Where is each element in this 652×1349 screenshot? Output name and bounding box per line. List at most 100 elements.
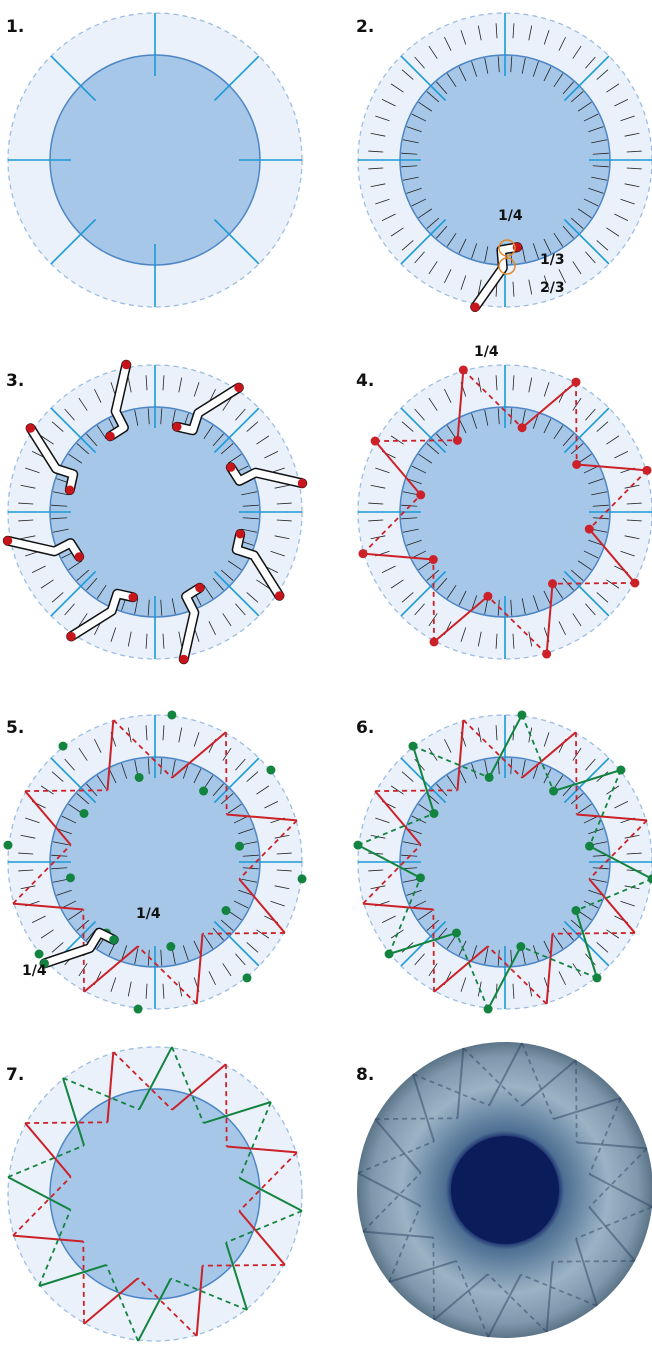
outer-tick bbox=[596, 69, 609, 80]
inner-tick bbox=[96, 775, 107, 790]
inner-tick bbox=[134, 409, 139, 426]
inner-tick bbox=[532, 61, 539, 77]
outer-tick bbox=[31, 915, 46, 923]
outer-tick bbox=[18, 852, 34, 855]
outer-tick bbox=[620, 550, 635, 557]
outer-tick bbox=[40, 579, 54, 589]
panel-label: 2. bbox=[356, 17, 374, 37]
outer-tick bbox=[460, 275, 467, 290]
suture-solid bbox=[226, 813, 298, 822]
dot bbox=[109, 935, 119, 945]
dot bbox=[297, 478, 307, 488]
outer-tick bbox=[246, 421, 259, 432]
outer-tick bbox=[381, 565, 396, 573]
outer-tick bbox=[274, 484, 290, 489]
inner-tick bbox=[471, 243, 478, 259]
radial-line bbox=[50, 407, 97, 454]
annotation: 1/3 bbox=[540, 252, 565, 268]
suture-solid bbox=[374, 1118, 422, 1174]
outer-tick bbox=[512, 281, 515, 297]
suture-solid bbox=[589, 1173, 652, 1208]
radial-line bbox=[563, 55, 610, 102]
inner-tick bbox=[588, 539, 604, 546]
suture-dashed bbox=[388, 1205, 422, 1283]
suture-solid bbox=[238, 1210, 286, 1266]
inner-circle bbox=[49, 1088, 261, 1300]
inner-tick bbox=[497, 408, 500, 425]
outer-tick bbox=[620, 198, 635, 205]
inner-tick bbox=[484, 57, 489, 74]
suture-solid bbox=[576, 1141, 648, 1150]
suture-solid bbox=[588, 878, 636, 934]
outer-tick bbox=[18, 502, 34, 505]
outer-tick bbox=[222, 613, 232, 627]
inner-tick bbox=[51, 504, 68, 507]
inner-tick bbox=[532, 595, 539, 611]
dot bbox=[226, 462, 236, 472]
outer-tick bbox=[543, 382, 550, 397]
inner-tick bbox=[583, 113, 599, 122]
outer-tick bbox=[572, 45, 582, 59]
inner-tick bbox=[61, 815, 77, 824]
radial-line bbox=[213, 55, 260, 102]
inner-tick bbox=[577, 560, 592, 571]
annotation: 1/4 bbox=[136, 906, 161, 922]
suture-dashed bbox=[170, 1277, 248, 1311]
inner-tick bbox=[220, 569, 234, 581]
dot bbox=[128, 592, 138, 602]
suture-solid bbox=[195, 933, 204, 1005]
outer-tick bbox=[270, 550, 285, 557]
outer-tick bbox=[543, 275, 550, 290]
suture-solid bbox=[374, 440, 422, 496]
dot bbox=[630, 578, 640, 588]
inner-tick bbox=[76, 569, 90, 581]
suture-solid bbox=[225, 1242, 248, 1311]
outer-tick bbox=[20, 484, 36, 489]
radial-line bbox=[213, 920, 260, 967]
inner-tick bbox=[446, 584, 457, 599]
suture-solid bbox=[362, 902, 434, 911]
outer-tick bbox=[414, 56, 425, 69]
outer-tick bbox=[512, 983, 515, 999]
inner-tick bbox=[418, 208, 433, 219]
outer-tick bbox=[512, 633, 515, 649]
inner-tick bbox=[402, 878, 419, 883]
inner-tick bbox=[147, 408, 150, 425]
inner-tick bbox=[446, 775, 457, 790]
inner-tick bbox=[406, 539, 422, 546]
outer-tick bbox=[18, 869, 34, 872]
inner-tick bbox=[242, 504, 259, 507]
dot bbox=[484, 772, 494, 782]
inner-tick bbox=[193, 940, 202, 956]
outer-tick bbox=[222, 963, 232, 977]
outer-tick bbox=[596, 942, 609, 953]
outer-tick bbox=[40, 929, 54, 939]
inner-tick bbox=[418, 453, 433, 464]
inner-tick bbox=[171, 409, 176, 426]
dot bbox=[452, 435, 462, 445]
suture-dashed bbox=[552, 582, 635, 585]
dot bbox=[616, 765, 626, 775]
dot bbox=[274, 591, 284, 601]
inner-tick bbox=[52, 841, 69, 846]
inner-tick bbox=[203, 425, 214, 440]
radial-line bbox=[563, 407, 610, 454]
outer-tick bbox=[94, 738, 102, 753]
dot bbox=[235, 529, 245, 539]
radial-line bbox=[400, 407, 447, 454]
suture-dashed bbox=[375, 1117, 458, 1120]
dot bbox=[235, 841, 245, 851]
inner-tick bbox=[51, 867, 68, 870]
inner-tick bbox=[51, 517, 68, 520]
inner-tick bbox=[238, 828, 254, 835]
inner-tick bbox=[484, 759, 489, 776]
suture-dashed bbox=[487, 1273, 548, 1333]
inner-tick bbox=[577, 803, 592, 814]
suture-solid bbox=[374, 790, 422, 846]
outer-tick bbox=[375, 467, 390, 474]
outer-tick bbox=[390, 83, 404, 93]
outer-tick bbox=[401, 69, 414, 80]
inner-tick bbox=[471, 413, 478, 429]
suture-solid bbox=[487, 1274, 522, 1338]
inner-tick bbox=[406, 478, 422, 485]
